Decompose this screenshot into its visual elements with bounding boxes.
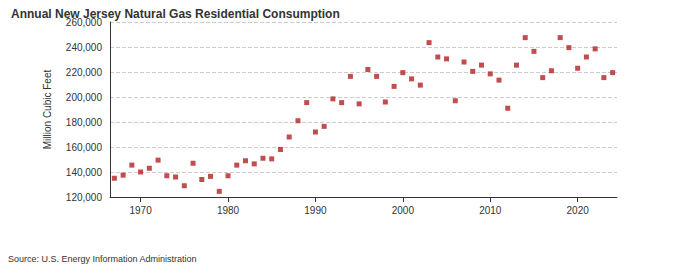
svg-text:2020: 2020: [567, 205, 590, 216]
svg-text:240,000: 240,000: [66, 42, 103, 53]
svg-text:1980: 1980: [217, 205, 240, 216]
svg-text:260,000: 260,000: [65, 16, 102, 28]
svg-text:180,000: 180,000: [66, 117, 103, 128]
svg-text:160,000: 160,000: [66, 142, 103, 153]
svg-text:140,000: 140,000: [66, 167, 103, 178]
svg-text:200,000: 200,000: [66, 92, 103, 103]
svg-text:2010: 2010: [479, 205, 502, 216]
svg-text:220,000: 220,000: [66, 67, 103, 78]
svg-text:1970: 1970: [129, 205, 152, 216]
svg-text:Annual New Jersey Natural Gas: Annual New Jersey Natural Gas Residentia…: [11, 7, 340, 21]
svg-text:2000: 2000: [392, 205, 415, 216]
svg-text:120,000: 120,000: [66, 192, 103, 203]
svg-text:1990: 1990: [304, 205, 327, 216]
svg-text:Source: U.S. Energy Informatio: Source: U.S. Energy Information Administ…: [8, 254, 197, 264]
svg-text:Million Cubic Feet: Million Cubic Feet: [42, 70, 53, 150]
